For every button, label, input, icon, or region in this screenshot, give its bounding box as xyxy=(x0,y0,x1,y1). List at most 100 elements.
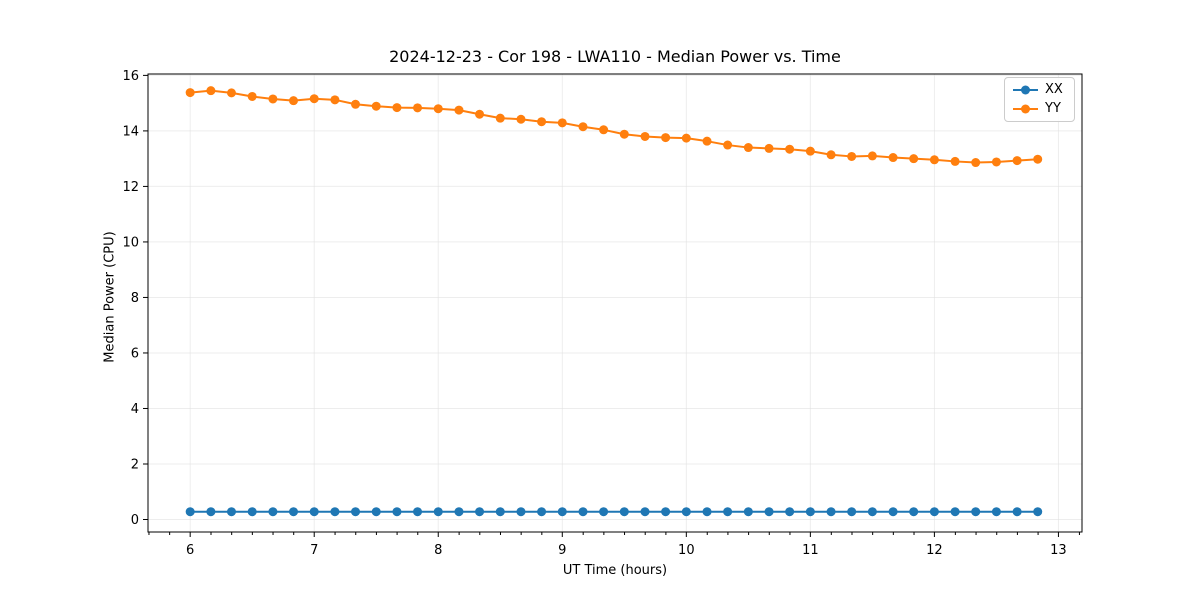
data-point-yy xyxy=(330,95,340,105)
data-point-xx xyxy=(288,507,298,517)
data-point-yy xyxy=(578,122,588,132)
y-tick-label: 16 xyxy=(122,69,139,84)
data-point-yy xyxy=(288,96,298,106)
data-point-xx xyxy=(578,507,588,517)
y-tick-label: 10 xyxy=(122,235,139,250)
data-point-xx xyxy=(475,507,485,517)
data-point-xx xyxy=(1012,507,1022,517)
data-point-yy xyxy=(681,133,691,143)
data-point-yy xyxy=(206,86,216,96)
data-point-xx xyxy=(537,507,547,517)
legend-line-yy-icon xyxy=(1013,104,1038,114)
data-point-xx xyxy=(785,507,795,517)
data-point-xx xyxy=(929,507,939,517)
data-point-yy xyxy=(640,131,650,141)
data-point-xx xyxy=(909,507,919,517)
y-axis-label: Median Power (CPU) xyxy=(102,231,118,363)
y-tick-label: 0 xyxy=(131,513,139,528)
data-point-yy xyxy=(826,150,836,160)
data-point-yy xyxy=(413,103,423,113)
data-point-yy xyxy=(454,105,464,115)
data-point-xx xyxy=(1033,507,1043,517)
y-tick-label: 6 xyxy=(131,346,139,361)
data-point-xx xyxy=(433,507,443,517)
data-point-yy xyxy=(537,117,547,127)
data-point-yy xyxy=(309,94,319,104)
data-point-xx xyxy=(764,507,774,517)
data-point-yy xyxy=(619,129,629,139)
data-point-yy xyxy=(847,151,857,161)
data-point-xx xyxy=(599,507,609,517)
data-point-xx xyxy=(392,507,402,517)
data-point-yy xyxy=(351,99,361,109)
data-point-xx xyxy=(371,507,381,517)
data-point-yy xyxy=(723,140,733,150)
data-point-yy xyxy=(557,118,567,128)
legend-item-xx: XX xyxy=(1012,82,1070,98)
data-point-yy xyxy=(495,113,505,123)
legend: XX YY xyxy=(1004,77,1075,122)
data-point-xx xyxy=(454,507,464,517)
data-point-yy xyxy=(247,91,257,101)
legend-label: XX xyxy=(1045,82,1063,97)
data-point-yy xyxy=(867,151,877,161)
data-point-yy xyxy=(268,94,278,104)
data-point-xx xyxy=(991,507,1001,517)
data-point-xx xyxy=(867,507,877,517)
data-point-yy xyxy=(702,136,712,146)
data-point-xx xyxy=(847,507,857,517)
legend-item-yy: YY xyxy=(1012,101,1070,117)
data-point-xx xyxy=(309,507,319,517)
data-point-yy xyxy=(805,146,815,156)
data-point-xx xyxy=(226,507,236,517)
y-tick-label: 8 xyxy=(131,291,139,306)
data-point-yy xyxy=(516,114,526,124)
x-tick-label: 13 xyxy=(1050,543,1067,558)
data-point-yy xyxy=(785,144,795,154)
legend-label: YY xyxy=(1045,101,1061,116)
y-tick-label: 12 xyxy=(122,180,139,195)
x-tick-label: 10 xyxy=(678,543,695,558)
data-point-xx xyxy=(268,507,278,517)
data-point-yy xyxy=(599,125,609,135)
legend-line-xx-icon xyxy=(1013,85,1038,95)
data-point-yy xyxy=(661,133,671,143)
data-point-xx xyxy=(495,507,505,517)
data-point-yy xyxy=(226,88,236,98)
x-tick-label: 6 xyxy=(186,543,194,558)
y-tick-label: 4 xyxy=(131,402,139,417)
data-point-yy xyxy=(433,104,443,114)
data-point-xx xyxy=(681,507,691,517)
y-tick-label: 2 xyxy=(131,457,139,472)
data-point-xx xyxy=(661,507,671,517)
x-tick-label: 9 xyxy=(558,543,566,558)
x-tick-label: 7 xyxy=(310,543,318,558)
axes-spines xyxy=(147,73,1083,533)
data-point-yy xyxy=(971,158,981,168)
data-point-yy xyxy=(185,88,195,98)
data-point-xx xyxy=(743,507,753,517)
data-point-xx xyxy=(619,507,629,517)
chart-title: 2024-12-23 - Cor 198 - LWA110 - Median P… xyxy=(389,47,841,66)
data-point-xx xyxy=(888,507,898,517)
data-point-xx xyxy=(206,507,216,517)
data-point-xx xyxy=(185,507,195,517)
data-point-xx xyxy=(826,507,836,517)
y-tick-label: 14 xyxy=(122,124,139,139)
data-point-xx xyxy=(413,507,423,517)
data-point-yy xyxy=(1033,154,1043,164)
x-tick-label: 12 xyxy=(926,543,943,558)
data-point-yy xyxy=(764,143,774,153)
data-point-xx xyxy=(557,507,567,517)
data-point-xx xyxy=(351,507,361,517)
data-point-xx xyxy=(805,507,815,517)
data-point-xx xyxy=(516,507,526,517)
data-point-yy xyxy=(392,103,402,113)
data-point-xx xyxy=(950,507,960,517)
data-point-yy xyxy=(929,155,939,165)
x-tick-label: 8 xyxy=(434,543,442,558)
data-point-xx xyxy=(723,507,733,517)
data-point-yy xyxy=(950,156,960,166)
data-point-yy xyxy=(371,101,381,111)
